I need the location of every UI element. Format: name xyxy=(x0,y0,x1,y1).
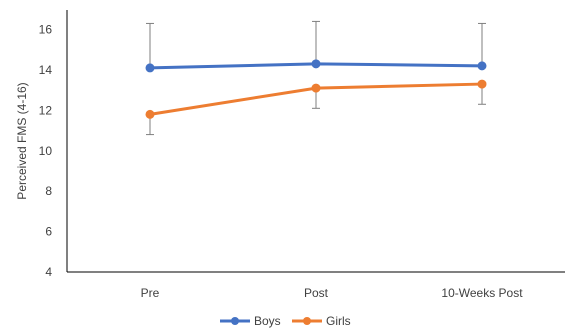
x-tick-label: Pre xyxy=(141,286,160,300)
series-lines xyxy=(145,59,487,119)
data-point-boys xyxy=(311,59,321,69)
data-point-boys xyxy=(477,61,487,71)
y-axis-title: Perceived FMS (4-16) xyxy=(15,82,29,199)
y-tick-label: 6 xyxy=(45,225,52,239)
x-tick-labels: Pre Post 10-Weeks Post xyxy=(141,286,524,300)
legend-label-boys: Boys xyxy=(254,314,281,328)
legend-marker-boys xyxy=(231,317,239,325)
x-tick-label: 10-Weeks Post xyxy=(441,286,523,300)
y-tick-label: 12 xyxy=(39,103,53,117)
y-tick-label: 16 xyxy=(39,23,53,37)
y-tick-label: 10 xyxy=(39,144,53,158)
y-tick-label: 14 xyxy=(39,63,53,77)
x-tick-label: Post xyxy=(304,286,329,300)
legend: Boys Girls xyxy=(220,314,351,328)
y-tick-label: 4 xyxy=(45,265,52,279)
data-point-boys xyxy=(145,63,155,73)
legend-marker-girls xyxy=(303,317,311,325)
error-bars xyxy=(146,20,486,136)
data-point-girls xyxy=(477,79,487,89)
legend-label-girls: Girls xyxy=(326,314,351,328)
data-point-girls xyxy=(145,109,155,119)
y-tick-label: 8 xyxy=(45,184,52,198)
y-tick-labels: 4 6 8 10 12 14 16 xyxy=(39,23,53,280)
data-point-girls xyxy=(311,83,321,93)
